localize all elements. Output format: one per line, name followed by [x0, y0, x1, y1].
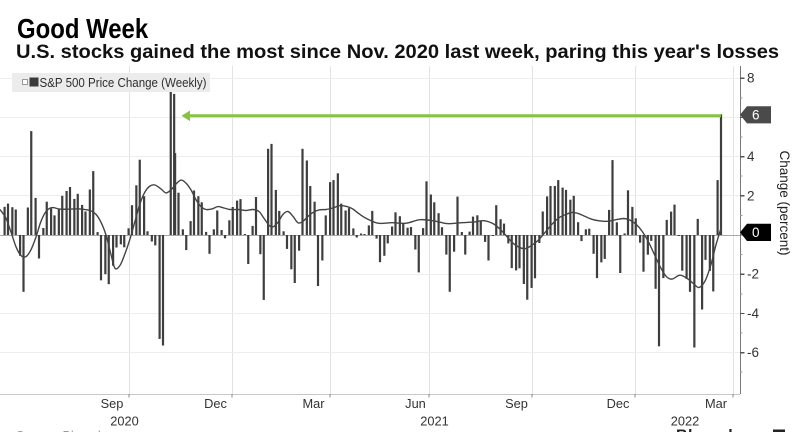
svg-text:Change (percent): Change (percent) [777, 150, 792, 255]
svg-text:Sep: Sep [101, 396, 124, 411]
svg-text:6: 6 [752, 108, 760, 123]
svg-text:4: 4 [747, 149, 755, 164]
svg-text:-2: -2 [747, 267, 759, 282]
svg-text:2020: 2020 [110, 414, 138, 429]
svg-text:Mar: Mar [302, 396, 325, 411]
svg-text:-4: -4 [747, 306, 759, 321]
svg-text:Source: Bloomberg: Source: Bloomberg [16, 429, 123, 432]
svg-text:Mar: Mar [705, 396, 728, 411]
svg-text:Bloomberg: Bloomberg [676, 428, 765, 432]
svg-text:-6: -6 [747, 345, 759, 360]
svg-text:Jun: Jun [405, 396, 426, 411]
svg-text:2: 2 [747, 188, 755, 203]
svg-text:Dec: Dec [607, 396, 630, 411]
svg-text:8: 8 [747, 71, 755, 86]
svg-text:2022: 2022 [671, 414, 699, 429]
svg-text:0: 0 [752, 225, 760, 240]
svg-text:Sep: Sep [505, 396, 528, 411]
svg-text:S&P 500 Price Change (Weekly): S&P 500 Price Change (Weekly) [40, 75, 207, 90]
svg-text:2021: 2021 [420, 414, 448, 429]
svg-text:Dec: Dec [204, 396, 227, 411]
